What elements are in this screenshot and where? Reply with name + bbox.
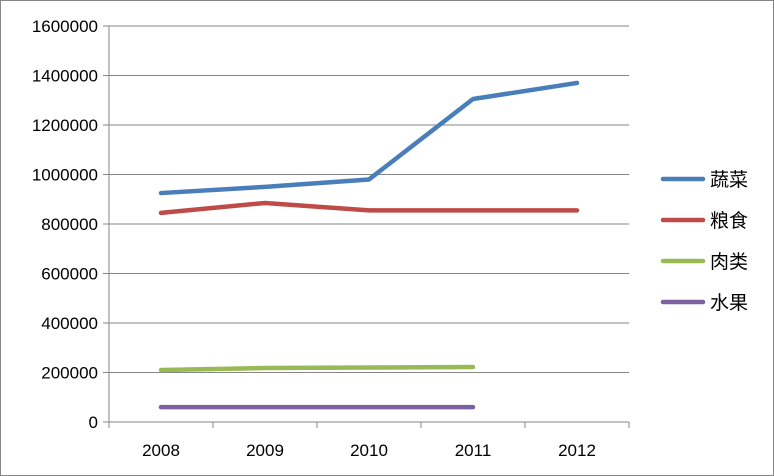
y-tick-label: 0 bbox=[89, 413, 98, 432]
series-line-1 bbox=[158, 200, 580, 216]
y-tick-label: 1400000 bbox=[32, 67, 98, 86]
y-tick-labels: 0 200000 400000 600000 800000 1000000 1200000 1… bbox=[32, 17, 98, 432]
x-tick-label: 2010 bbox=[350, 441, 388, 460]
y-tick-label: 200000 bbox=[41, 364, 98, 383]
gridlines bbox=[109, 25, 629, 373]
y-tick-label: 1200000 bbox=[32, 116, 98, 135]
x-tick-label: 2009 bbox=[246, 441, 284, 460]
series-line-2 bbox=[158, 364, 476, 373]
axes bbox=[103, 25, 630, 428]
series-lines bbox=[158, 80, 580, 410]
x-tick-labels: 2008 2009 2010 2011 2012 bbox=[142, 441, 596, 460]
x-tick-label: 2011 bbox=[455, 441, 492, 460]
y-tick-label: 400000 bbox=[41, 314, 98, 333]
y-tick-label: 1000000 bbox=[32, 166, 98, 185]
y-tick-label: 800000 bbox=[41, 215, 98, 234]
x-tick-label: 2012 bbox=[558, 441, 596, 460]
x-tick-label: 2008 bbox=[142, 441, 180, 460]
series-line-0 bbox=[158, 80, 580, 196]
y-tick-label: 600000 bbox=[41, 265, 98, 284]
legend-label: 肉类 bbox=[710, 251, 748, 273]
legend-label: 水果 bbox=[710, 292, 748, 314]
legend-label: 蔬菜 bbox=[710, 169, 748, 191]
legend-label: 粮食 bbox=[710, 210, 748, 232]
y-tick-label: 1600000 bbox=[32, 17, 98, 36]
